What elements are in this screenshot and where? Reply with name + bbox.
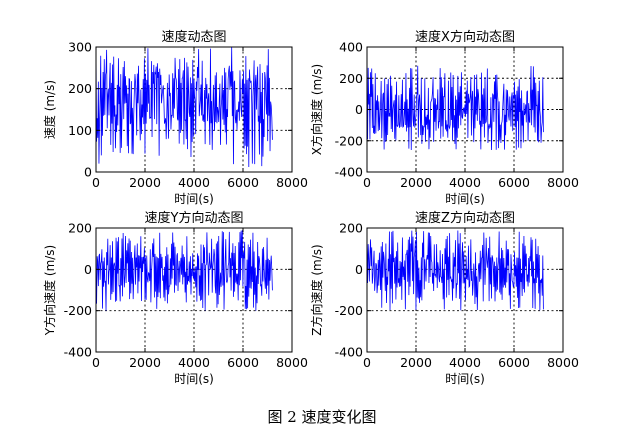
series-line [366,65,544,150]
x-tick-label: 2000 [129,355,161,370]
x-tick-label: 6000 [498,355,530,370]
chart-title: 速度X方向动态图 [415,29,515,45]
y-tick-label: 0 [84,262,92,277]
chart-title: 速度动态图 [161,29,226,45]
y-axis-label: Y方向速度 (m/s) [42,245,57,337]
y-tick-label: 200 [339,71,363,86]
chart-2: 0 2000 4000 6000 8000 -400 -200 0 200 400 速度X方向动态图… [309,29,579,206]
chart-title: 速度Z方向动态图 [415,210,515,226]
x-tick-label: 8000 [276,355,308,370]
y-axis-label: X方向速度 (m/s) [309,64,324,155]
x-axis-label: 时间(s) [174,372,214,386]
x-axis-label: 时间(s) [445,192,485,206]
y-tick-label: 0 [84,165,92,180]
series-line [95,230,273,311]
x-tick-label: 6000 [227,175,259,190]
y-tick-label: -400 [64,345,92,360]
y-tick-label: -400 [335,165,363,180]
y-tick-label: 0 [355,102,363,117]
x-axis-label: 时间(s) [445,372,485,386]
x-tick-label: 2000 [129,175,161,190]
x-tick-label: 8000 [276,175,308,190]
y-axis-label: Z方向速度 (m/s) [309,244,324,335]
y-tick-label: 0 [355,262,363,277]
y-tick-label: 300 [68,40,92,55]
y-tick-label: 100 [68,123,92,138]
x-tick-label: 0 [92,355,100,370]
y-tick-label: 200 [339,221,363,236]
y-tick-label: -200 [335,133,363,148]
y-tick-label: 200 [68,81,92,96]
x-tick-label: 8000 [547,175,579,190]
chart-4: 0 2000 4000 6000 8000 -400 -200 0 200 速度Z方向动态图时间(… [309,210,579,386]
y-tick-label: -400 [335,345,363,360]
y-tick-label: 400 [339,40,363,55]
x-axis-label: 时间(s) [174,192,214,206]
x-tick-label: 4000 [178,355,210,370]
y-tick-label: -200 [335,303,363,318]
x-tick-label: 4000 [449,175,481,190]
y-axis-label: 速度 (m/s) [42,80,57,139]
y-tick-label: -200 [64,303,92,318]
x-tick-label: 0 [363,175,371,190]
series-line [95,46,273,168]
chart-title: 速度Y方向动态图 [145,210,244,226]
x-tick-label: 4000 [449,355,481,370]
x-tick-label: 6000 [498,175,530,190]
x-tick-label: 2000 [400,355,432,370]
chart-3: 0 2000 4000 6000 8000 -400 -200 0 200 速度Y方向动态图时间(… [42,210,308,386]
x-tick-label: 6000 [227,355,259,370]
figure-caption: 图 2 速度变化图 [267,408,377,426]
y-tick-label: 200 [68,221,92,236]
x-tick-label: 0 [363,355,371,370]
x-tick-label: 2000 [400,175,432,190]
x-tick-label: 8000 [547,355,579,370]
x-tick-label: 4000 [178,175,210,190]
x-tick-label: 0 [92,175,100,190]
series-line [366,230,544,311]
